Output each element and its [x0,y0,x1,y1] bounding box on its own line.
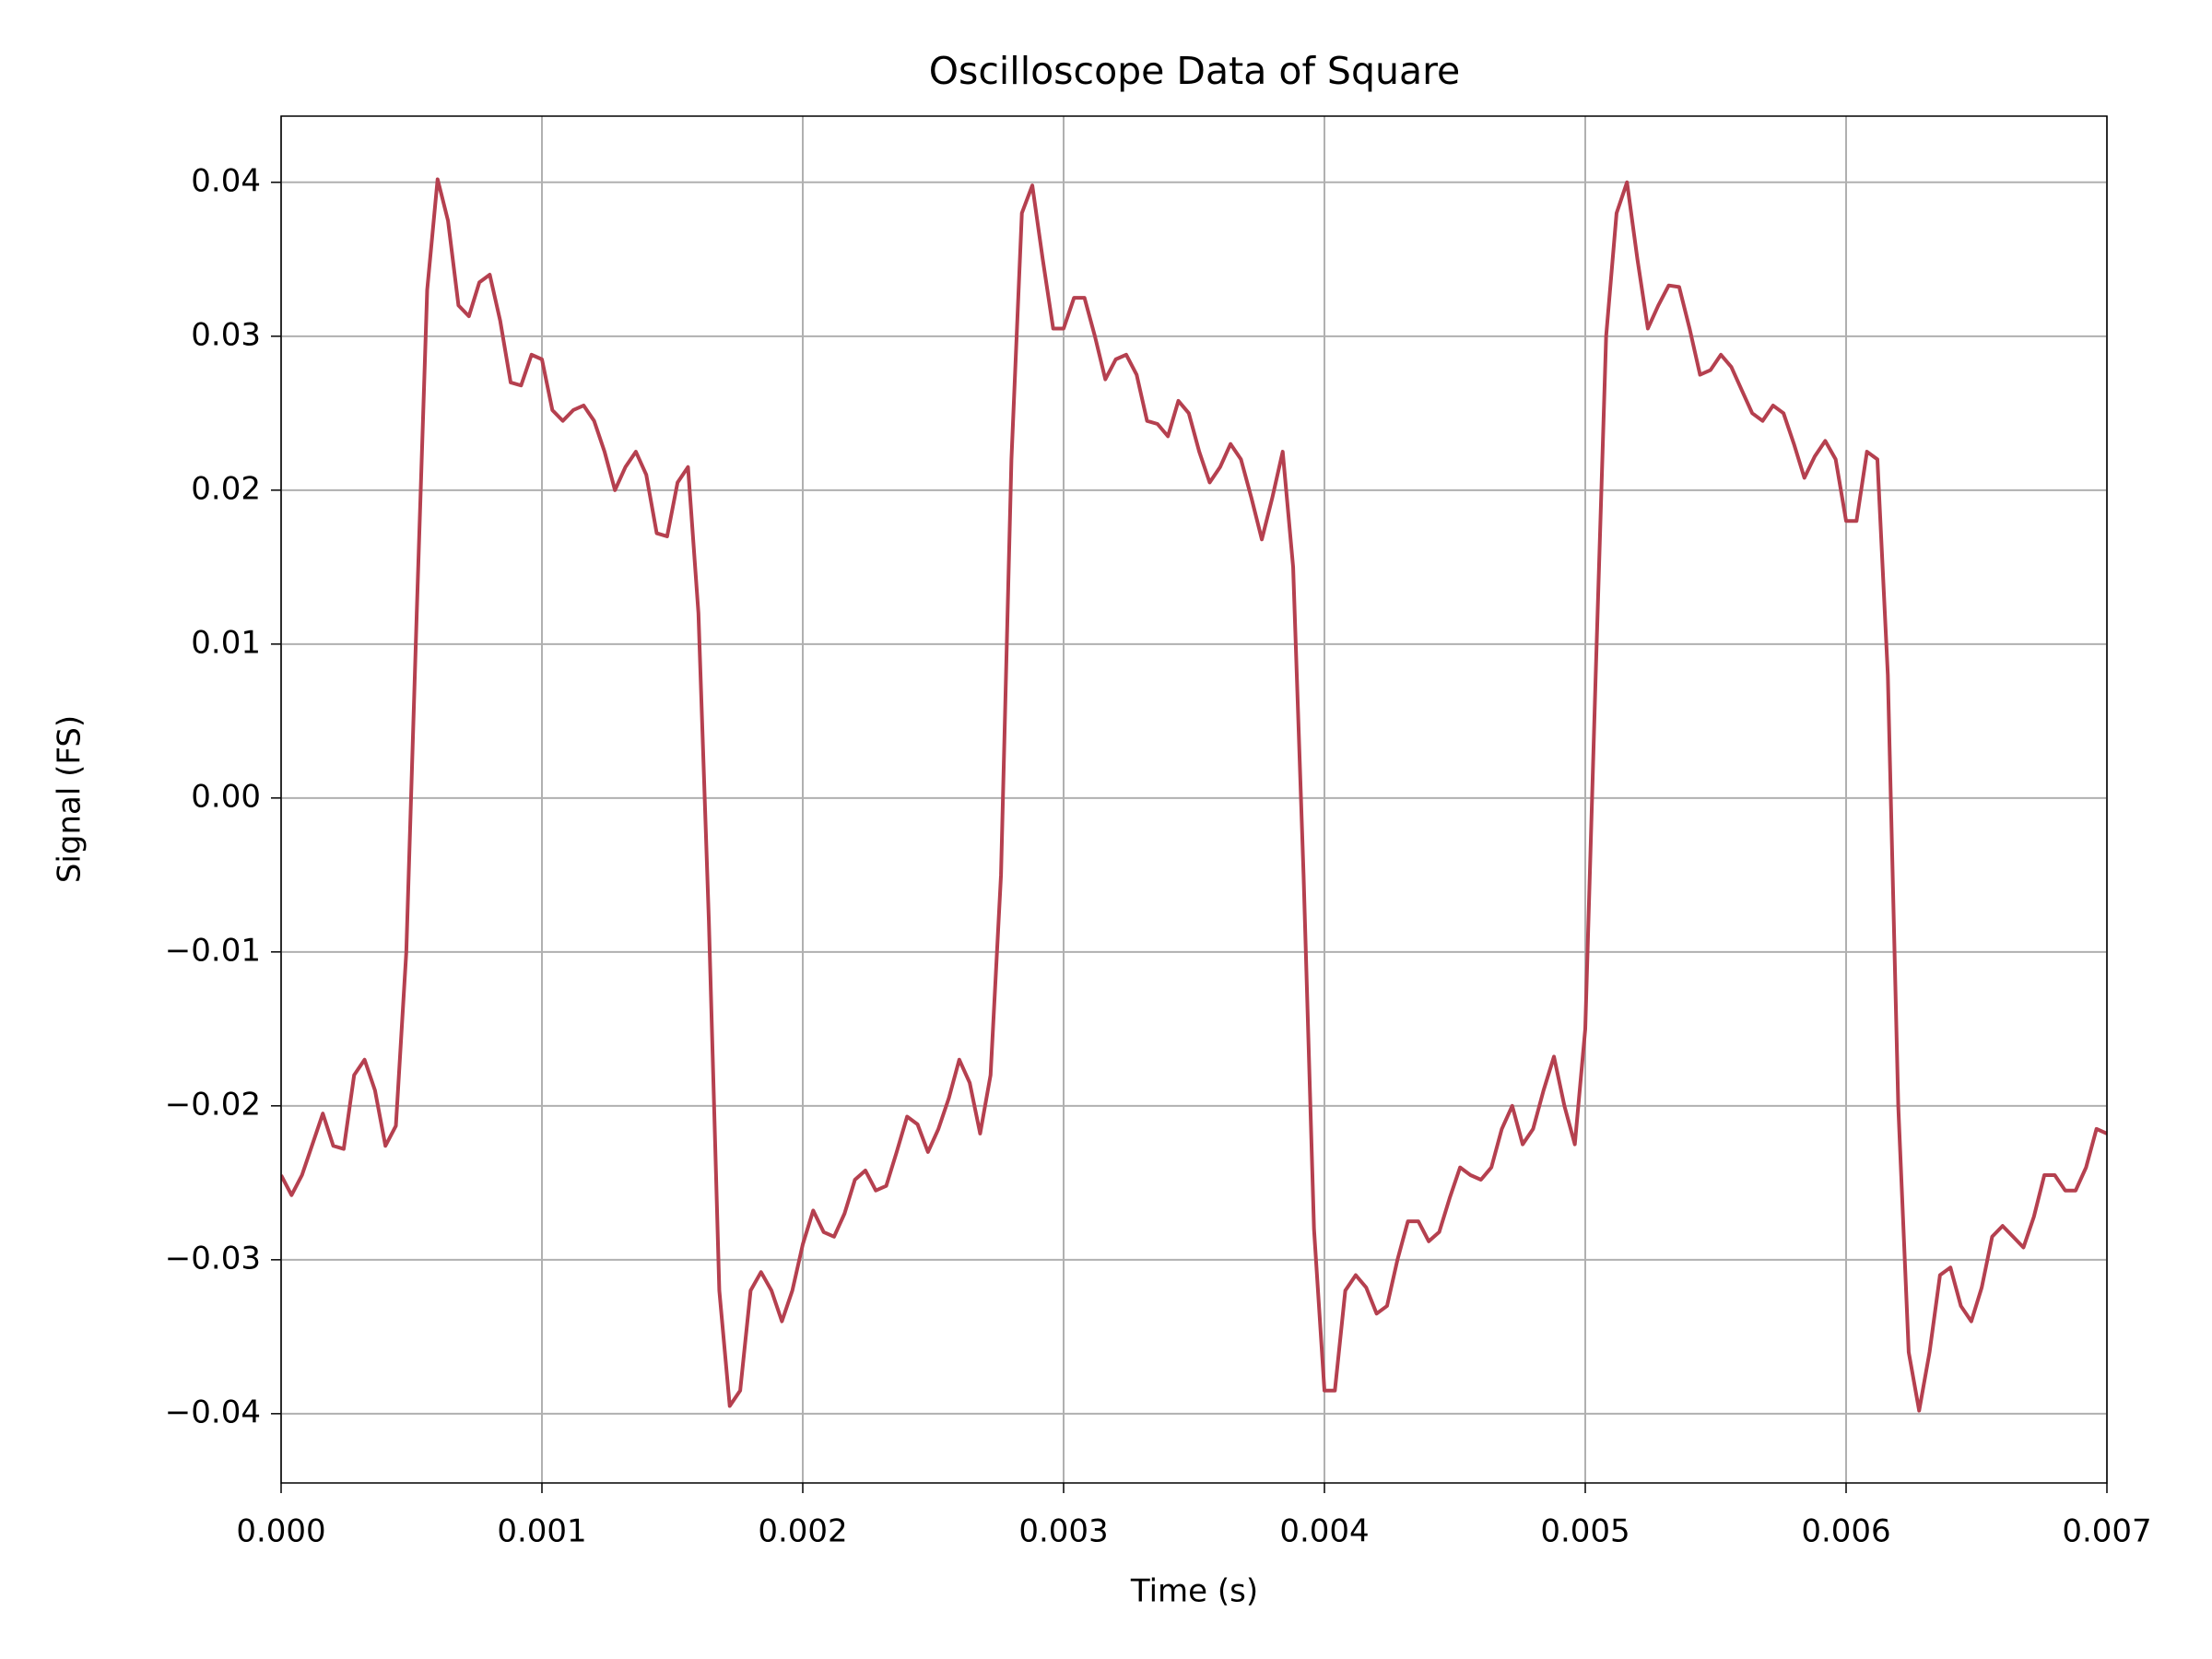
y-tick-label: 0.03 [191,316,261,353]
y-tick-label: −0.02 [165,1086,261,1123]
y-tick-label: −0.04 [165,1394,261,1430]
y-tick-label: −0.01 [165,932,261,969]
x-tick-label: 0.003 [1018,1513,1108,1550]
x-tick-label: 0.002 [758,1513,847,1550]
x-tick-label: 0.004 [1279,1513,1369,1550]
signal-line [281,177,2107,1413]
x-tick-label: 0.007 [2062,1513,2151,1550]
plot-frame [280,115,2108,1484]
x-tick-label: 0.006 [1801,1513,1890,1550]
y-tick-label: −0.03 [165,1240,261,1277]
chart-title: Oscilloscope Data of Square [929,49,1461,93]
y-tick-label: 0.04 [191,162,261,199]
x-axis-label: Time (s) [1130,1573,1258,1610]
x-tick-label: 0.001 [497,1513,586,1550]
y-axis-label: Signal (FS) [52,715,88,883]
y-tick-label: 0.02 [191,470,261,507]
x-tick-label: 0.000 [236,1513,325,1550]
x-tick-label: 0.005 [1540,1513,1630,1550]
y-tick-label: 0.00 [191,778,261,815]
y-tick-label: 0.01 [191,624,261,661]
